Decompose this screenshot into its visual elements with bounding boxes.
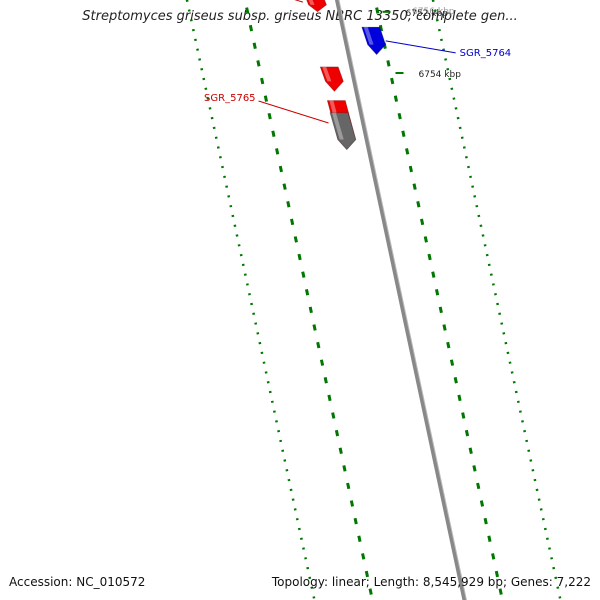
gene-highlight-4 <box>308 0 315 5</box>
backbone-line <box>334 0 467 600</box>
tick-label-6752: 6752 kbp <box>406 9 449 19</box>
rail-inner-right <box>373 0 504 600</box>
rail-outer-right <box>431 0 562 600</box>
gene-block-unlabeled-2 <box>319 66 344 92</box>
gene-leader-SGR_5764 <box>385 40 456 54</box>
gene-label-SGR_5764: SGR_5764 <box>460 48 512 59</box>
gene-leader-SGR_5765 <box>258 100 329 124</box>
top-tick-label: 6756 kbp <box>412 7 455 17</box>
gene-highlight-1 <box>331 112 344 140</box>
tick-label-6754: 6754 kbp <box>419 70 462 80</box>
gene-highlight-3 <box>363 27 374 45</box>
rail-outer-left <box>185 0 316 600</box>
genome-summary-text: Topology: linear; Length: 8,545,929 bp; … <box>271 575 591 589</box>
gene-leader-SGR_5763 <box>294 0 304 3</box>
accession-text: Accession: NC_010572 <box>9 575 146 589</box>
gene-block-unlabeled-1 <box>329 112 357 151</box>
gene-highlight-2 <box>322 66 332 82</box>
backbone-highlight <box>338 0 467 600</box>
gene-label-SGR_5765: SGR_5765 <box>204 93 256 104</box>
gene-block-SGR_5764 <box>361 26 387 56</box>
gene-block-SGR_5763 <box>306 0 327 13</box>
